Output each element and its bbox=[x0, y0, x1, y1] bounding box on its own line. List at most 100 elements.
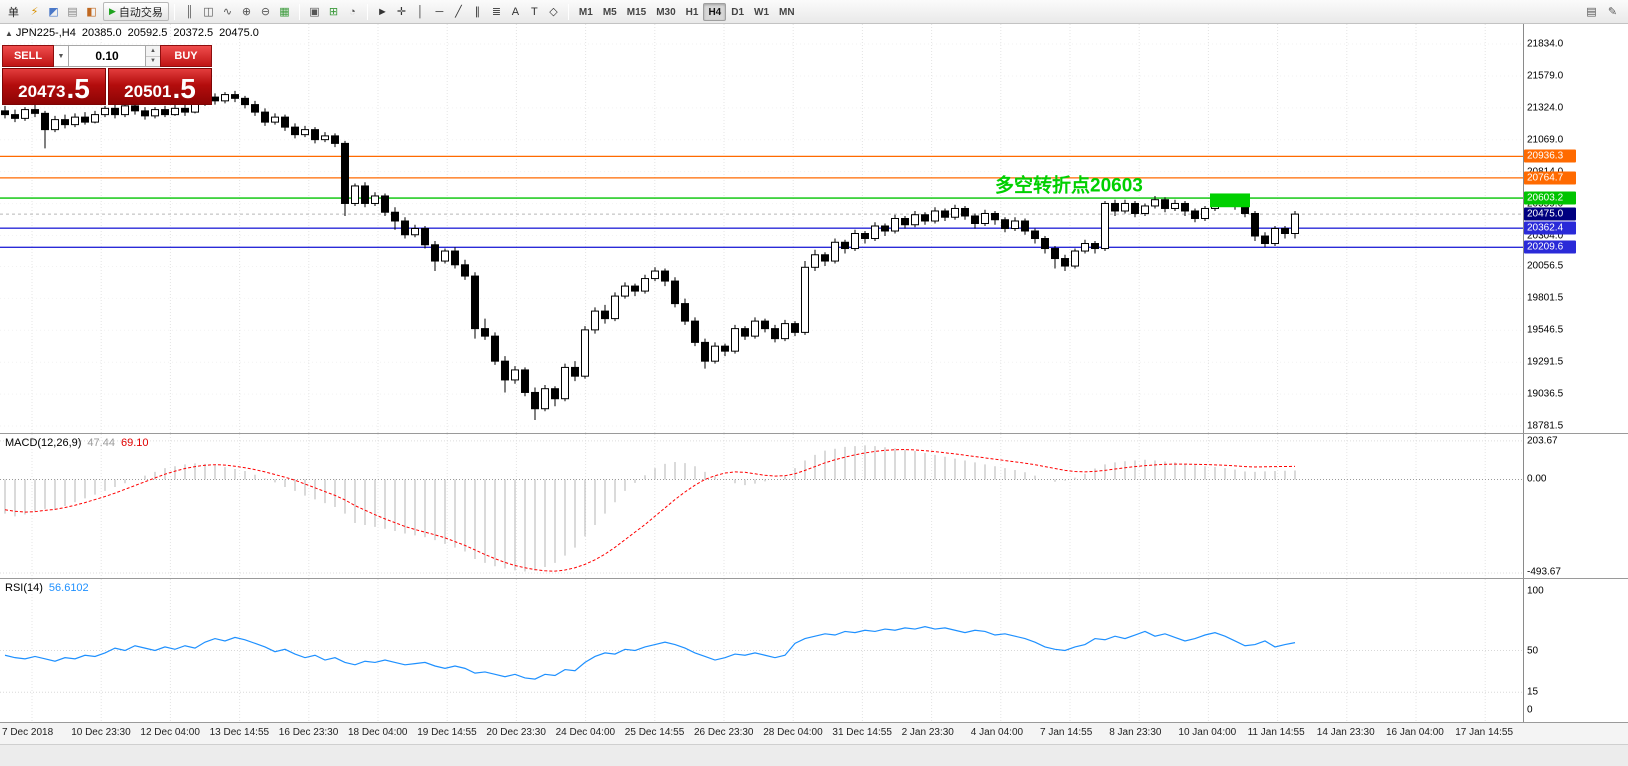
timeframe-h1-button[interactable]: H1 bbox=[685, 6, 699, 18]
timeframe-m1-button[interactable]: M1 bbox=[578, 6, 593, 18]
price-axis-label: 21834.0 bbox=[1527, 38, 1564, 50]
timeframe-mn-button[interactable]: MN bbox=[779, 6, 795, 18]
auto-trading-label: 自动交易 bbox=[118, 6, 163, 19]
time-axis-label: 24 Dec 04:00 bbox=[555, 727, 616, 738]
ohlc-high: 20592.5 bbox=[127, 27, 168, 39]
toolbar-separator bbox=[298, 3, 300, 20]
market-watch-icon[interactable]: ▤ bbox=[67, 6, 78, 18]
templates-icon[interactable]: ▣ bbox=[309, 5, 320, 18]
volume-stepper[interactable]: ▲ ▼ bbox=[146, 45, 160, 67]
timeframe-m30-button[interactable]: M30 bbox=[656, 6, 676, 18]
rsi-plot[interactable]: RSI(14) 56.6102 bbox=[0, 579, 1523, 722]
shapes-icon[interactable]: ◇ bbox=[549, 5, 558, 18]
time-axis-label: 18 Dec 04:00 bbox=[348, 727, 408, 738]
time-axis[interactable]: 7 Dec 2018 10 Dec 23:30 12 Dec 04:00 13 Dec… bbox=[0, 722, 1628, 744]
data-window-icon[interactable]: ◧ bbox=[86, 6, 97, 18]
symbol-header: ▲ JPN225-,H4 20385.0 20592.5 20372.5 20475.0 bbox=[5, 27, 259, 39]
price-axis-label: 19546.5 bbox=[1527, 324, 1564, 336]
timeframe-h4-button[interactable]: H4 bbox=[703, 3, 727, 22]
timeframe-m5-button[interactable]: M5 bbox=[602, 6, 617, 18]
rsi-label: RSI(14) 56.6102 bbox=[5, 582, 89, 594]
macd-histogram-value: 47.44 bbox=[87, 437, 115, 449]
cursor-icon[interactable]: ► bbox=[376, 5, 388, 18]
price-axis-label: 21069.0 bbox=[1527, 134, 1564, 146]
publisher-icon[interactable]: ◩ bbox=[48, 6, 59, 18]
rsi-name: RSI(14) bbox=[5, 582, 43, 594]
alerts-icon[interactable]: ⚡ bbox=[30, 6, 39, 18]
tile-windows-icon[interactable]: ▦ bbox=[279, 5, 290, 18]
turning-point-annotation: 多空转折点20603 bbox=[995, 174, 1143, 197]
candlestick-chart-canvas[interactable]: 多空转折点20603 bbox=[0, 24, 1523, 433]
timeframe-m15-button[interactable]: M15 bbox=[626, 6, 647, 18]
buy-price-display[interactable]: 20501 .5 bbox=[108, 68, 212, 105]
indicators-icon[interactable]: ⊞ bbox=[328, 5, 339, 18]
timeframe-w1-button[interactable]: W1 bbox=[754, 6, 770, 18]
time-axis-label: 25 Dec 14:55 bbox=[624, 727, 685, 738]
macd-chart-canvas[interactable] bbox=[0, 434, 1523, 578]
zoom-in-icon[interactable]: ⊕ bbox=[241, 5, 252, 18]
text-icon[interactable]: A bbox=[511, 5, 520, 18]
time-axis-label: 13 Dec 14:55 bbox=[209, 727, 270, 738]
bar-chart-icon[interactable]: ║ bbox=[185, 5, 194, 18]
time-axis-label: 19 Dec 14:55 bbox=[417, 727, 477, 738]
timeframe-d1-button[interactable]: D1 bbox=[731, 6, 745, 18]
sell-button[interactable]: SELL bbox=[2, 45, 54, 67]
main-chart-plot[interactable]: 多空转折点20603 ▲ JPN225-,H4 20385.0 20592.5 2037… bbox=[0, 24, 1523, 433]
time-axis-label: 14 Jan 23:30 bbox=[1316, 727, 1375, 738]
price-axis-label: 19291.5 bbox=[1527, 356, 1564, 368]
price-level-tag: 20764.7 bbox=[1524, 171, 1576, 185]
label-icon[interactable]: T bbox=[531, 5, 538, 18]
fibonacci-icon[interactable]: ≣ bbox=[491, 5, 502, 18]
edit-icon[interactable]: ✎ bbox=[1607, 6, 1618, 18]
rsi-chart-canvas[interactable] bbox=[0, 579, 1523, 722]
vertical-line-icon[interactable]: │ bbox=[416, 5, 424, 18]
toolbar: 单 ⚡ ◩ ▤ ◧ ▶ 自动交易 ║ ◫ ∿ ⊕ ⊖ ▦ ▣ ⊞ ◔ ► ✛ │ ─ ╱ ∥ ≣ A T ◇ M1 M5… bbox=[0, 0, 1628, 24]
toolbar-separator bbox=[366, 3, 368, 20]
symbol-name: JPN225-,H4 bbox=[15, 27, 76, 39]
time-axis-label: 11 Jan 14:55 bbox=[1247, 727, 1305, 738]
rsi-axis-label: 100 bbox=[1527, 585, 1544, 597]
price-axis: 21834.021579.021324.021069.020814.020559… bbox=[1523, 24, 1628, 433]
price-axis-label: 18781.5 bbox=[1527, 420, 1564, 432]
toolbar-separator bbox=[567, 3, 569, 20]
toolbar-separator bbox=[173, 3, 175, 20]
macd-signal-value: 69.10 bbox=[120, 437, 149, 449]
sell-price-display[interactable]: 20473 .5 bbox=[2, 68, 106, 105]
buy-button[interactable]: BUY bbox=[160, 45, 212, 67]
price-axis-label: 19036.5 bbox=[1527, 388, 1564, 400]
horizontal-line-icon[interactable]: ─ bbox=[435, 5, 444, 18]
new-order-button[interactable]: 单 bbox=[8, 6, 19, 19]
macd-plot[interactable]: MACD(12,26,9) 47.44 69.10 bbox=[0, 434, 1523, 578]
time-axis-label: 10 Dec 23:30 bbox=[71, 727, 131, 738]
price-level-tag: 20603.2 bbox=[1524, 191, 1576, 205]
ohlc-close: 20475.0 bbox=[219, 27, 259, 39]
macd-panel: MACD(12,26,9) 47.44 69.10 203.67 0.00 -493.6… bbox=[0, 433, 1628, 578]
price-level-tag: 20936.3 bbox=[1524, 149, 1576, 163]
price-axis-label: 21579.0 bbox=[1527, 70, 1564, 82]
print-icon[interactable]: ▤ bbox=[1586, 6, 1597, 18]
volume-down-icon[interactable]: ▼ bbox=[150, 58, 156, 65]
volume-up-icon[interactable]: ▲ bbox=[146, 46, 160, 57]
time-axis-label: 8 Jan 23:30 bbox=[1109, 727, 1162, 738]
one-click-trade-panel: SELL ▼ ▲ ▼ BUY 20473 .5 20501 bbox=[2, 45, 212, 105]
symbol-marker-icon: ▲ bbox=[5, 29, 13, 38]
buy-price-frac: .5 bbox=[172, 72, 196, 104]
auto-trading-button[interactable]: ▶ 自动交易 bbox=[103, 2, 169, 21]
time-axis-label: 31 Dec 14:55 bbox=[832, 727, 892, 738]
zoom-out-icon[interactable]: ⊖ bbox=[260, 5, 271, 18]
candlestick-chart-icon[interactable]: ◫ bbox=[203, 5, 214, 18]
rsi-axis-label: 15 bbox=[1527, 686, 1539, 698]
time-axis-label: 16 Dec 23:30 bbox=[278, 727, 339, 738]
volume-input[interactable] bbox=[69, 45, 146, 67]
volume-dropdown-icon[interactable]: ▼ bbox=[54, 45, 69, 67]
sell-price-main: 20473 bbox=[18, 82, 66, 101]
macd-axis-label: 203.67 bbox=[1527, 435, 1558, 447]
time-axis-label: 4 Jan 04:00 bbox=[970, 727, 1024, 738]
line-chart-icon[interactable]: ∿ bbox=[222, 5, 233, 18]
time-axis-label: 28 Dec 04:00 bbox=[763, 727, 823, 738]
trendline-icon[interactable]: ╱ bbox=[455, 5, 462, 18]
crosshair-icon[interactable]: ✛ bbox=[396, 5, 407, 18]
periods-icon[interactable]: ◔ bbox=[349, 5, 356, 18]
channel-icon[interactable]: ∥ bbox=[474, 5, 481, 18]
